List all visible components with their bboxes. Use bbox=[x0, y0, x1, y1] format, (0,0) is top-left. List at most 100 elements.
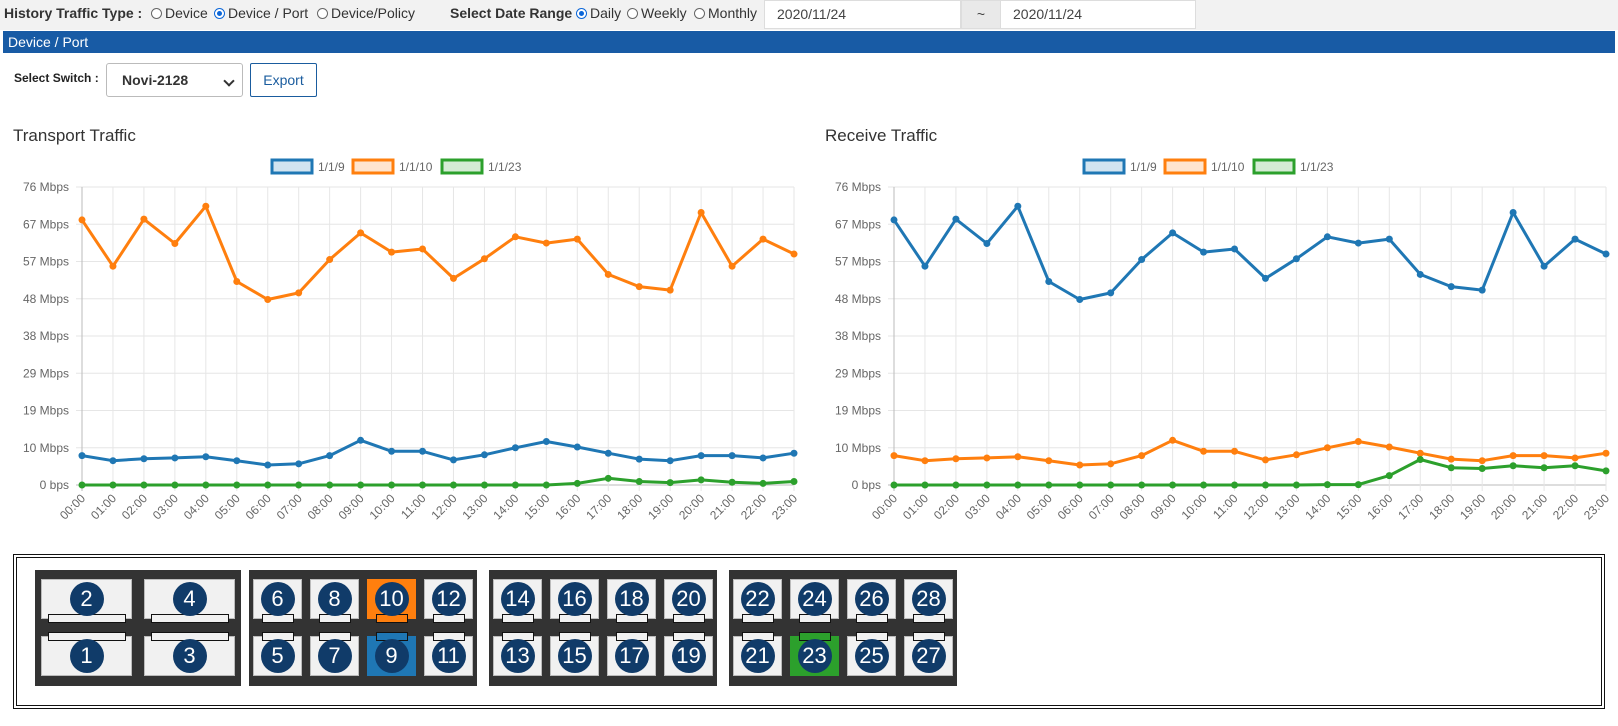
export-button[interactable]: Export bbox=[250, 63, 317, 97]
data-point[interactable] bbox=[790, 449, 798, 457]
data-point[interactable] bbox=[109, 457, 117, 465]
data-point[interactable] bbox=[1138, 452, 1146, 460]
data-point[interactable] bbox=[1323, 444, 1331, 452]
port-4[interactable]: 4 bbox=[144, 579, 235, 623]
data-point[interactable] bbox=[449, 274, 457, 282]
port-17[interactable]: 17 bbox=[607, 632, 656, 676]
data-point[interactable] bbox=[1602, 467, 1610, 475]
date-to-input[interactable]: 2020/11/24 bbox=[1000, 0, 1196, 29]
data-point[interactable] bbox=[573, 479, 581, 487]
data-point[interactable] bbox=[357, 481, 365, 489]
port-14[interactable]: 14 bbox=[493, 579, 542, 623]
data-point[interactable] bbox=[952, 455, 960, 463]
data-point[interactable] bbox=[78, 481, 86, 489]
data-point[interactable] bbox=[1416, 270, 1424, 278]
radio-device-policy[interactable]: Device/Policy bbox=[317, 5, 415, 21]
data-point[interactable] bbox=[1231, 447, 1239, 455]
data-point[interactable] bbox=[264, 461, 272, 469]
data-point[interactable] bbox=[295, 289, 303, 297]
data-point[interactable] bbox=[1540, 452, 1548, 460]
port-5[interactable]: 5 bbox=[253, 632, 302, 676]
data-point[interactable] bbox=[759, 235, 767, 243]
data-point[interactable] bbox=[728, 478, 736, 486]
port-23[interactable]: 23 bbox=[790, 632, 839, 676]
radio-device-port[interactable]: Device / Port bbox=[214, 5, 308, 21]
data-point[interactable] bbox=[542, 437, 550, 445]
data-point[interactable] bbox=[1107, 289, 1115, 297]
data-point[interactable] bbox=[202, 202, 210, 210]
data-point[interactable] bbox=[388, 447, 396, 455]
data-point[interactable] bbox=[952, 481, 960, 489]
data-point[interactable] bbox=[1138, 256, 1146, 264]
data-point[interactable] bbox=[666, 286, 674, 294]
legend-item[interactable]: 1/1/9 bbox=[1082, 158, 1157, 175]
data-point[interactable] bbox=[728, 262, 736, 270]
data-point[interactable] bbox=[1571, 454, 1579, 462]
data-point[interactable] bbox=[1261, 456, 1269, 464]
data-point[interactable] bbox=[1107, 460, 1115, 468]
data-point[interactable] bbox=[233, 481, 241, 489]
data-point[interactable] bbox=[666, 457, 674, 465]
data-point[interactable] bbox=[697, 208, 705, 216]
data-point[interactable] bbox=[604, 449, 612, 457]
data-point[interactable] bbox=[921, 481, 929, 489]
data-point[interactable] bbox=[604, 474, 612, 482]
data-point[interactable] bbox=[233, 277, 241, 285]
data-point[interactable] bbox=[511, 444, 519, 452]
data-point[interactable] bbox=[666, 479, 674, 487]
data-point[interactable] bbox=[983, 454, 991, 462]
data-point[interactable] bbox=[171, 481, 179, 489]
switch-select[interactable]: Novi-2128 bbox=[106, 63, 243, 97]
data-point[interactable] bbox=[1169, 229, 1177, 237]
data-point[interactable] bbox=[171, 454, 179, 462]
data-point[interactable] bbox=[1076, 461, 1084, 469]
port-1[interactable]: 1 bbox=[41, 632, 132, 676]
data-point[interactable] bbox=[1447, 283, 1455, 291]
data-point[interactable] bbox=[890, 481, 898, 489]
data-point[interactable] bbox=[1447, 455, 1455, 463]
port-16[interactable]: 16 bbox=[550, 579, 599, 623]
data-point[interactable] bbox=[1076, 296, 1084, 304]
data-point[interactable] bbox=[264, 481, 272, 489]
legend-item[interactable]: 1/1/10 bbox=[1163, 158, 1245, 175]
data-point[interactable] bbox=[357, 229, 365, 237]
data-point[interactable] bbox=[480, 481, 488, 489]
data-point[interactable] bbox=[295, 460, 303, 468]
data-point[interactable] bbox=[419, 245, 427, 253]
data-point[interactable] bbox=[790, 250, 798, 258]
data-point[interactable] bbox=[388, 481, 396, 489]
data-point[interactable] bbox=[511, 233, 519, 241]
data-point[interactable] bbox=[449, 481, 457, 489]
data-point[interactable] bbox=[1385, 472, 1393, 480]
data-point[interactable] bbox=[1478, 465, 1486, 473]
data-point[interactable] bbox=[1509, 452, 1517, 460]
data-point[interactable] bbox=[1169, 481, 1177, 489]
legend-item[interactable]: 1/1/23 bbox=[1252, 158, 1334, 175]
data-point[interactable] bbox=[1014, 202, 1022, 210]
data-point[interactable] bbox=[1602, 250, 1610, 258]
data-point[interactable] bbox=[1045, 457, 1053, 465]
port-25[interactable]: 25 bbox=[847, 632, 896, 676]
data-point[interactable] bbox=[921, 262, 929, 270]
date-from-input[interactable]: 2020/11/24 bbox=[764, 0, 961, 29]
data-point[interactable] bbox=[1323, 233, 1331, 241]
data-point[interactable] bbox=[326, 256, 334, 264]
data-point[interactable] bbox=[542, 481, 550, 489]
data-point[interactable] bbox=[635, 477, 643, 485]
data-point[interactable] bbox=[1292, 481, 1300, 489]
data-point[interactable] bbox=[140, 455, 148, 463]
data-point[interactable] bbox=[140, 481, 148, 489]
data-point[interactable] bbox=[202, 453, 210, 461]
data-point[interactable] bbox=[759, 454, 767, 462]
data-point[interactable] bbox=[480, 255, 488, 263]
data-point[interactable] bbox=[983, 239, 991, 247]
data-point[interactable] bbox=[140, 215, 148, 223]
data-point[interactable] bbox=[1540, 464, 1548, 472]
radio-monthly[interactable]: Monthly bbox=[694, 5, 757, 21]
data-point[interactable] bbox=[635, 455, 643, 463]
data-point[interactable] bbox=[1540, 262, 1548, 270]
data-point[interactable] bbox=[759, 479, 767, 487]
data-point[interactable] bbox=[890, 216, 898, 224]
port-8[interactable]: 8 bbox=[310, 579, 359, 623]
data-point[interactable] bbox=[1014, 453, 1022, 461]
